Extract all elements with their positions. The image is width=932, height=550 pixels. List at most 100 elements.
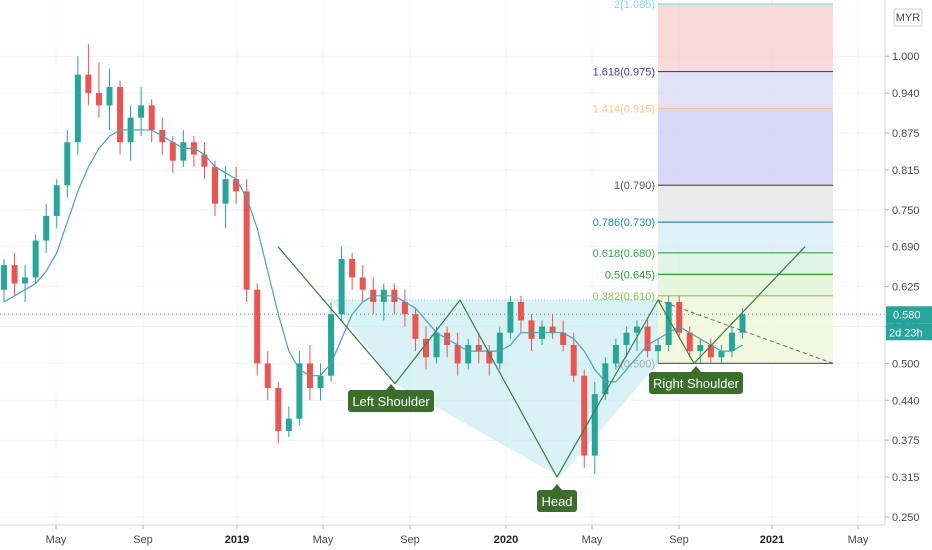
candle-body (138, 105, 145, 118)
time-tick-label: 2021 (760, 534, 784, 546)
price-tick-label: 0.625 (892, 282, 920, 294)
candle-body (1, 265, 7, 290)
price-tick-label: 0.875 (892, 128, 920, 140)
candle-body (401, 301, 408, 315)
right-shoulder-label-pointer (691, 366, 701, 372)
fib-level-label: 0.5(0.645) (605, 269, 655, 281)
candle-body (53, 185, 60, 216)
time-tick-label: May (313, 534, 334, 546)
candle-body (602, 363, 609, 395)
last-price-tag (886, 306, 932, 324)
fib-zone (658, 71, 833, 109)
price-tick-label: 0.940 (892, 88, 920, 100)
fib-level-label: 1(0.790) (614, 180, 655, 192)
candle-body (665, 301, 672, 345)
time-tick-label: Sep (400, 534, 420, 546)
time-tick-label: 2019 (225, 534, 249, 546)
candle-body (85, 74, 92, 94)
candle-body (43, 215, 50, 241)
price-tick-label: 0.250 (892, 512, 920, 524)
candle-body (676, 301, 683, 333)
candle-body (412, 314, 419, 339)
price-tick-label: 0.750 (892, 205, 920, 217)
fib-level-label: 1.618(0.975) (593, 67, 655, 79)
left-shoulder-label-bg (348, 390, 434, 412)
candle-body (180, 142, 187, 161)
time-tick-label: May (848, 534, 869, 546)
price-tick-label: 0.815 (892, 165, 920, 177)
last-price-value: 0.580 (893, 309, 921, 321)
candle-body (507, 301, 514, 333)
candle-body (423, 338, 429, 358)
candle-body (212, 166, 218, 204)
fib-zone (658, 252, 833, 275)
candle-body (22, 277, 29, 284)
candle-body (486, 351, 493, 364)
candle-body (201, 154, 208, 167)
left-shoulder-label-text: Left Shoulder (352, 394, 430, 409)
price-tick-label: 0.500 (892, 358, 920, 370)
fib-level-label: 1.414(0.915) (593, 103, 655, 115)
candle-body (570, 344, 577, 376)
left-shoulder-label: Left Shoulder (348, 384, 434, 412)
candle-body (349, 258, 356, 278)
candle-body (32, 240, 39, 278)
candle-body (222, 179, 229, 204)
head-label-pointer (552, 484, 562, 490)
fib-zone (658, 185, 833, 223)
price-tick-label: 0.690 (892, 242, 920, 254)
candle-body (106, 86, 113, 106)
candle-body (697, 344, 704, 352)
projection-line (657, 299, 834, 364)
candle-body (285, 418, 292, 431)
time-tick-label: May (46, 534, 67, 546)
fib-zone (658, 108, 833, 186)
candle-body (655, 344, 662, 352)
left-shoulder-label-pointer (386, 384, 396, 390)
candle-body (317, 375, 324, 388)
currency-box (893, 8, 923, 27)
candle-body (433, 332, 440, 358)
candle-body (465, 344, 472, 364)
candle-body (338, 258, 345, 315)
right-shoulder-label-text: Right Shoulder (653, 376, 740, 391)
time-tick-label: Sep (133, 534, 153, 546)
head-label-text: Head (541, 494, 572, 509)
candle-body (359, 277, 366, 290)
countdown-tag (886, 323, 932, 341)
candle-body (707, 344, 714, 358)
candle-body (560, 332, 567, 345)
price-tick-label: 1.000 (892, 51, 920, 63)
price-tick-label: 0.440 (892, 395, 920, 407)
candle-body (74, 74, 81, 143)
candle-body (117, 86, 124, 143)
candle-body (328, 314, 335, 376)
fib-level-label: 0.618(0.680) (593, 248, 655, 260)
head-label: Head (537, 484, 577, 512)
candle-body (496, 332, 503, 364)
fib-zone (658, 4, 833, 72)
head-label-bg (537, 490, 577, 512)
candle-body (517, 301, 524, 321)
candle-body (454, 344, 461, 364)
head-shoulders-outline (277, 246, 806, 479)
fib-level-label: 2(1.085) (614, 0, 655, 11)
candle-body (95, 93, 102, 106)
candle-body (549, 326, 556, 333)
moving-average-line (3, 129, 743, 383)
price-tick-label: 0.375 (892, 435, 920, 447)
candle-body (11, 265, 18, 284)
countdown-value: 2d 23h (889, 327, 923, 339)
fib-zone (658, 274, 833, 296)
candle-body (296, 363, 303, 419)
candle-body (612, 344, 619, 364)
candle-body (233, 179, 240, 192)
pattern-zone (331, 300, 658, 478)
candle-body (718, 351, 725, 358)
fib-level-label: 0.382(0.610) (593, 291, 655, 303)
candle-body (148, 105, 155, 130)
right-shoulder-label-bg (649, 372, 743, 394)
time-tick-label: Sep (669, 534, 689, 546)
